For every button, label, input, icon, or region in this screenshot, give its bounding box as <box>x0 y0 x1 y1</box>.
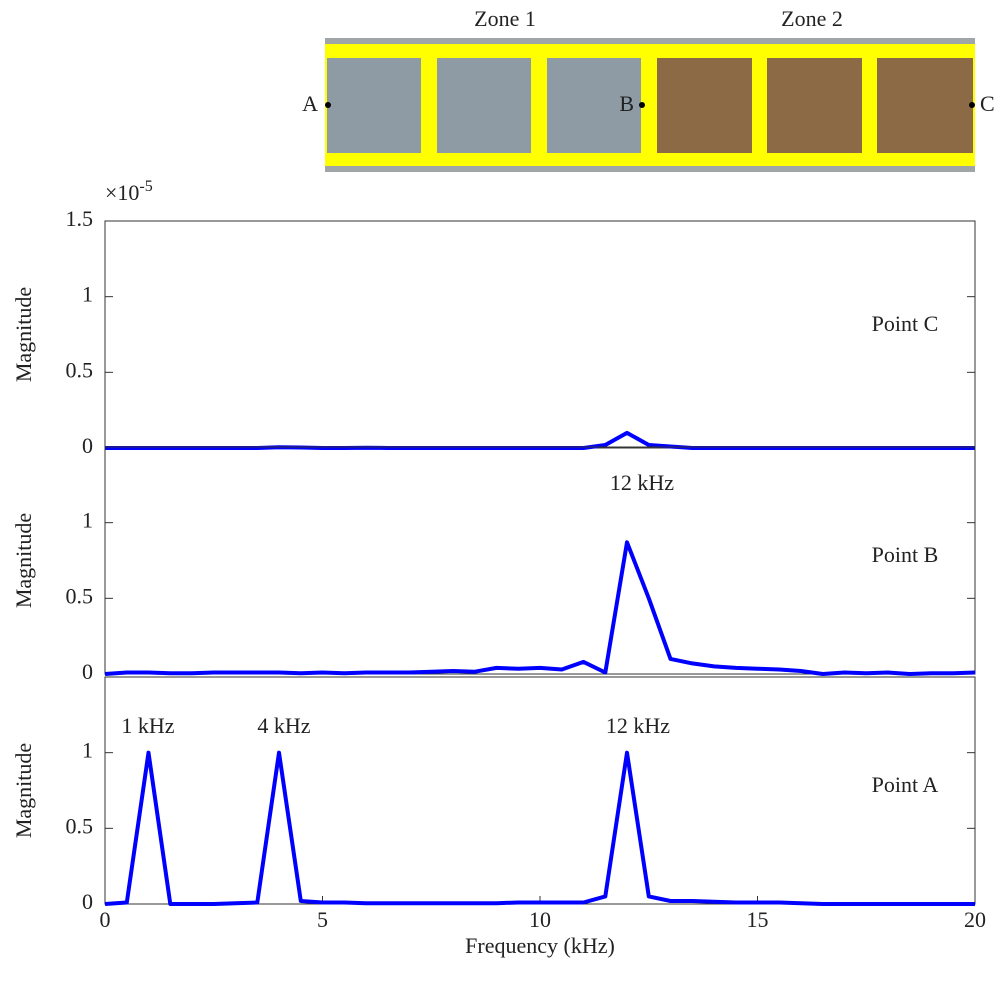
zone-label: Zone 1 <box>474 6 536 31</box>
y-axis-label: Magnitude <box>11 513 36 608</box>
y-axis-label: Magnitude <box>11 287 36 382</box>
peak-annotation: 12 kHz <box>606 713 670 738</box>
x-axis-label: Frequency (kHz) <box>465 933 615 958</box>
y-tick-label: 0 <box>82 433 93 458</box>
y-multiplier: ×10-5 <box>105 178 153 205</box>
cell <box>437 58 531 153</box>
data-line <box>105 430 975 450</box>
x-tick-label: 10 <box>529 907 551 932</box>
panel-label: Point B <box>872 542 939 567</box>
point-label: B <box>619 91 634 116</box>
y-tick-label: 1 <box>82 282 93 307</box>
point-dot <box>639 102 645 108</box>
y-tick-label: 0.5 <box>66 583 94 608</box>
y-tick-label: 1.5 <box>66 206 94 231</box>
peak-annotation: 4 kHz <box>257 713 310 738</box>
y-tick-label: 0 <box>82 659 93 684</box>
cell <box>327 58 421 153</box>
cell <box>547 58 641 153</box>
zone-label: Zone 2 <box>781 6 843 31</box>
point-label: A <box>302 91 318 116</box>
y-tick-label: 1 <box>82 738 93 763</box>
peak-annotation: 12 kHz <box>610 470 674 495</box>
data-line <box>104 750 975 906</box>
x-tick-label: 5 <box>317 907 328 932</box>
data-line <box>104 540 976 676</box>
y-multiplier-base: ×10 <box>105 180 139 205</box>
x-tick-label: 20 <box>964 907 986 932</box>
peak-annotation: 1 kHz <box>121 713 174 738</box>
panel-label: Point A <box>872 772 939 797</box>
point-label: C <box>980 91 995 116</box>
cell <box>877 58 973 153</box>
y-tick-label: 1 <box>82 508 93 533</box>
y-axis-label: Magnitude <box>11 743 36 838</box>
axes-box <box>104 220 976 449</box>
beam-diagram: Zone 1 Zone 2 A B C <box>302 6 995 172</box>
y-tick-label: 0 <box>82 889 93 914</box>
cell <box>657 58 752 153</box>
axes-box <box>104 446 976 675</box>
cell <box>767 58 862 153</box>
x-tick-label: 15 <box>747 907 769 932</box>
panel-label: Point C <box>872 311 939 336</box>
beam-core <box>325 44 975 166</box>
axes-box <box>104 676 976 905</box>
y-tick-label: 0.5 <box>66 357 94 382</box>
y-tick-label: 0.5 <box>66 813 94 838</box>
x-tick-label: 0 <box>100 907 111 932</box>
point-dot <box>325 102 331 108</box>
point-dot <box>969 102 975 108</box>
y-multiplier-exponent: -5 <box>139 178 152 195</box>
